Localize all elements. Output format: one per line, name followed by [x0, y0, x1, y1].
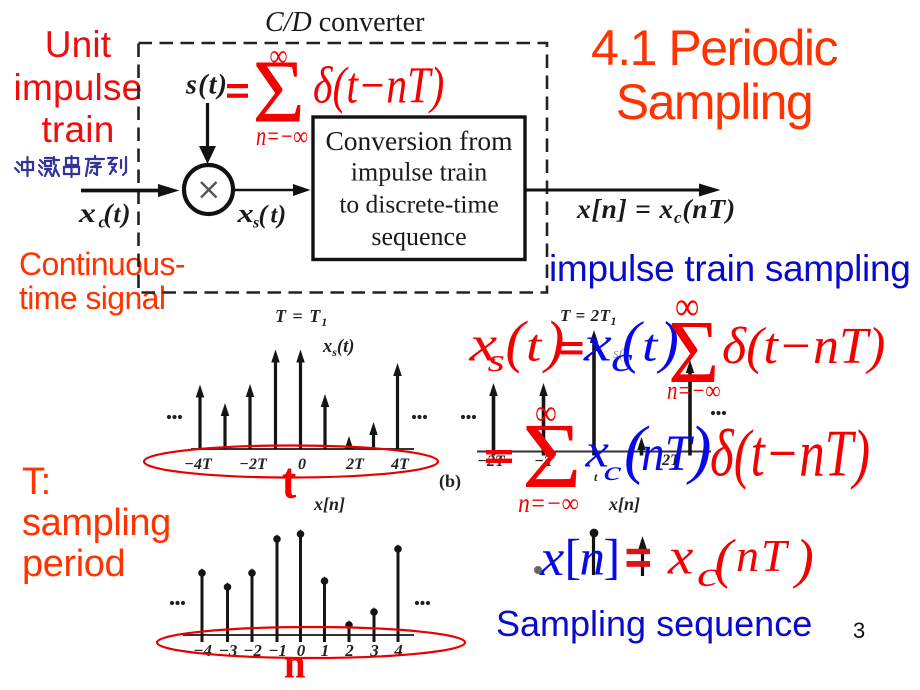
svg-text:): ) — [542, 309, 564, 374]
svg-text:Σ: Σ — [522, 405, 582, 508]
svg-text:t: t — [526, 320, 543, 371]
svg-text:(: ( — [259, 200, 270, 229]
svg-text:(: ( — [715, 528, 737, 589]
svg-text:−2: −2 — [243, 641, 262, 660]
svg-text:δ(t−nT): δ(t−nT) — [710, 416, 870, 490]
svg-text:−4T: −4T — [184, 456, 213, 473]
svg-text:1: 1 — [321, 641, 330, 660]
svg-text:(: ( — [622, 310, 645, 375]
svg-text:]: ] — [604, 529, 621, 585]
svg-text:0: 0 — [298, 456, 306, 473]
svg-text:n=−∞: n=−∞ — [667, 377, 720, 406]
svg-text:): ) — [276, 200, 287, 229]
svg-text:−2T: −2T — [239, 456, 268, 473]
svg-text:T = T1: T = T1 — [275, 306, 328, 329]
svg-text:t: t — [271, 203, 279, 229]
svg-text:x: x — [667, 527, 693, 585]
svg-text:c: c — [99, 213, 107, 232]
svg-text:impulse train: impulse train — [351, 158, 487, 187]
svg-text:δ(t−nT): δ(t−nT) — [313, 57, 444, 114]
svg-text:(: ( — [104, 199, 115, 229]
svg-text:): ) — [657, 310, 679, 375]
svg-text:t: t — [594, 470, 598, 484]
svg-text:3: 3 — [369, 641, 379, 660]
svg-text:n=−∞: n=−∞ — [256, 122, 308, 151]
svg-text:−T: −T — [534, 453, 555, 470]
svg-text:−4: −4 — [193, 641, 212, 660]
svg-text:−3: −3 — [219, 641, 238, 660]
svg-text:Conversion from: Conversion from — [325, 125, 512, 156]
svg-text:2: 2 — [344, 641, 354, 660]
svg-text:(b): (b) — [439, 471, 461, 492]
svg-text:4: 4 — [393, 641, 403, 660]
svg-text:to discrete-time: to discrete-time — [339, 190, 498, 219]
svg-text:−1: −1 — [268, 641, 287, 660]
svg-text:c: c — [611, 341, 633, 380]
svg-text:n: n — [580, 531, 606, 587]
svg-text:x[n] = xc(nT): x[n] = xc(nT) — [576, 193, 736, 227]
svg-text:x: x — [583, 317, 612, 372]
svg-text:T = 2T1: T = 2T1 — [560, 306, 617, 328]
svg-text:∞: ∞ — [675, 285, 699, 329]
svg-text:2T: 2T — [345, 456, 365, 473]
svg-text:[: [ — [565, 529, 582, 585]
svg-text:): ) — [686, 413, 712, 486]
svg-text:x: x — [468, 317, 497, 372]
svg-text:Σ: Σ — [253, 43, 305, 142]
svg-text:x: x — [539, 528, 565, 587]
svg-text:0: 0 — [297, 641, 306, 660]
svg-text:xs(t): xs(t) — [322, 337, 354, 359]
svg-text:t: t — [282, 453, 296, 510]
svg-text:δ(t−nT): δ(t−nT) — [722, 318, 885, 375]
svg-text:C/D converter: C/D converter — [265, 7, 425, 38]
svg-text:s: s — [488, 343, 505, 378]
svg-text:c: c — [697, 556, 719, 595]
svg-text:∞: ∞ — [270, 39, 288, 72]
svg-text:n: n — [284, 640, 305, 687]
svg-text:): ) — [119, 199, 131, 229]
svg-text:s: s — [252, 215, 259, 232]
svg-text:t: t — [114, 201, 122, 228]
svg-text:2T: 2T — [661, 452, 681, 469]
svg-text:x: x — [236, 200, 253, 228]
svg-text:(: ( — [624, 413, 650, 486]
svg-text:Σ: Σ — [668, 303, 719, 402]
svg-text:∞: ∞ — [535, 393, 557, 433]
svg-text:x[n]: x[n] — [313, 494, 345, 514]
svg-text:nT: nT — [641, 424, 695, 481]
svg-text:n=−∞: n=−∞ — [518, 488, 579, 519]
svg-text:t: t — [642, 320, 659, 371]
svg-text:): ) — [793, 528, 814, 589]
svg-text:s(t): s(t) — [185, 70, 228, 101]
svg-text:4T: 4T — [390, 456, 410, 473]
svg-text:x: x — [584, 424, 609, 477]
svg-text:c: c — [604, 456, 622, 486]
svg-text:nT: nT — [736, 530, 790, 581]
svg-text:sequence: sequence — [371, 222, 466, 251]
svg-text:x[n]: x[n] — [608, 494, 640, 514]
svg-text:(: ( — [506, 309, 529, 374]
svg-text:x: x — [78, 198, 96, 228]
svg-text:s(t: s(t — [613, 346, 629, 362]
